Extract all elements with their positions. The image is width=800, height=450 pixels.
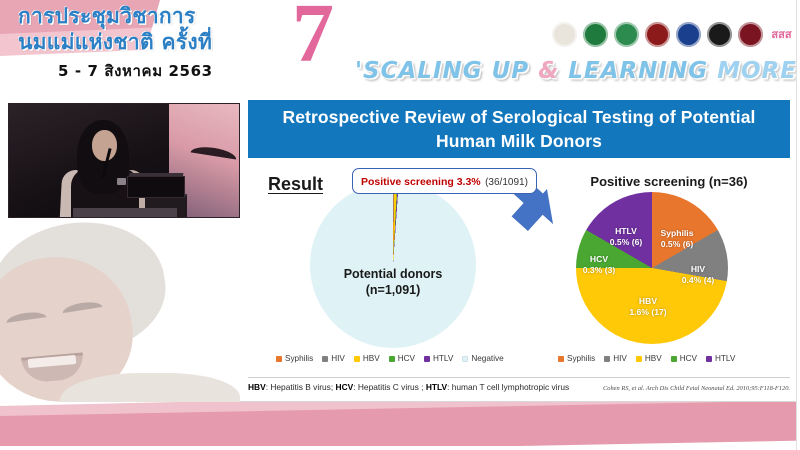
pie-slice-label-htlv: HTLV 0.5% (6) bbox=[598, 226, 654, 248]
potential-donors-center-label: Potential donors (n=1,091) bbox=[286, 266, 500, 298]
thai-title-line1: การประชุมวิชาการ bbox=[18, 4, 196, 28]
slice-hcv-value: 0.3% (3) bbox=[582, 265, 616, 275]
legend-label-htlv: HTLV bbox=[715, 354, 736, 363]
slice-syphilis-name: Syphilis bbox=[660, 228, 694, 238]
potential-donors-label-line2: (n=1,091) bbox=[365, 283, 421, 297]
conference-date: 5 - 7 สิงหาคม 2563 bbox=[58, 62, 213, 80]
sponsor-logos-row: สสส bbox=[552, 22, 794, 47]
legend-item-negative: Negative bbox=[462, 354, 504, 363]
legend-label-hbv: HBV bbox=[644, 354, 662, 363]
positive-screening-chart-title: Positive screening (n=36) bbox=[590, 174, 748, 189]
slide-footnote: HBV: Hepatitis B virus; HCV: Hepatitis C… bbox=[248, 377, 790, 392]
legend-positive-screening: Syphilis HIV HBV HCV HTLV bbox=[558, 354, 735, 363]
legend-label-hbv: HBV bbox=[362, 354, 380, 363]
pie-slice-label-hbv: HBV 1.6% (17) bbox=[616, 296, 680, 318]
royal-crest-red-logo bbox=[645, 22, 670, 47]
presentation-slide: Retrospective Review of Serological Test… bbox=[240, 96, 798, 402]
legend-item-hcv: HCV bbox=[388, 354, 416, 363]
slice-hiv-name: HIV bbox=[690, 264, 706, 274]
slice-hcv-name: HCV bbox=[589, 254, 609, 264]
legend-swatch-hiv bbox=[322, 355, 329, 362]
royal-emblem-logo bbox=[552, 22, 577, 47]
legend-swatch-htlv bbox=[424, 355, 431, 362]
positive-screening-callout: Positive screening 3.3% (36/1091) bbox=[352, 168, 537, 194]
legend-swatch-hcv bbox=[670, 355, 677, 362]
maroon-crest-logo bbox=[738, 22, 763, 47]
legend-item-htlv: HTLV bbox=[706, 354, 735, 363]
webcam-podium-base bbox=[73, 208, 177, 217]
footer-pink-band bbox=[0, 402, 800, 450]
positive-screening-pie-graphic bbox=[576, 192, 728, 344]
slice-hbv-value: 1.6% (17) bbox=[629, 307, 667, 317]
abbreviation-key: HBV: Hepatitis B virus; HCV: Hepatitis C… bbox=[248, 382, 570, 392]
webcam-laptop bbox=[127, 176, 185, 198]
conference-tagline: 'SCALING UP & LEARNING MORE' bbox=[355, 58, 800, 84]
legend-swatch-hbv bbox=[353, 355, 360, 362]
legend-item-hiv: HIV bbox=[322, 354, 345, 363]
legend-item-htlv: HTLV bbox=[424, 354, 453, 363]
legend-swatch-syphilis bbox=[276, 355, 282, 362]
thaihealth-sss-logo: สสส bbox=[769, 22, 794, 47]
legend-swatch-htlv bbox=[706, 355, 713, 362]
department-health-logo bbox=[614, 22, 639, 47]
positive-screening-pie-chart: Syphilis 0.5% (6) HIV 0.4% (4) HBV 1.6% … bbox=[576, 192, 728, 344]
tagline-part1: 'SCALING UP bbox=[355, 58, 539, 84]
legend-swatch-hbv bbox=[635, 355, 642, 362]
legend-item-hbv: HBV bbox=[353, 354, 380, 363]
legend-label-negative: Negative bbox=[471, 354, 504, 363]
pie-slice-label-hiv: HIV 0.4% (4) bbox=[672, 264, 724, 286]
webcam-speaker-face bbox=[92, 130, 117, 161]
ministry-health-logo bbox=[583, 22, 608, 47]
edition-number: 7 bbox=[292, 0, 334, 80]
slice-htlv-name: HTLV bbox=[615, 226, 637, 236]
legend-item-syphilis: Syphilis bbox=[276, 354, 313, 363]
callout-fraction: (36/1091) bbox=[485, 177, 528, 188]
pie-slice-label-syphilis: Syphilis 0.5% (6) bbox=[648, 228, 706, 250]
legend-swatch-negative bbox=[462, 355, 469, 362]
legend-swatch-hiv bbox=[604, 355, 611, 362]
potential-donors-pie-graphic bbox=[310, 182, 476, 348]
legend-swatch-hcv bbox=[388, 355, 395, 362]
conference-header-banner: การประชุมวิชาการ นมแม่แห่งชาติ ครั้งที่ … bbox=[0, 0, 800, 95]
callout-percent: Positive screening 3.3% bbox=[361, 176, 481, 188]
legend-swatch-syphilis bbox=[558, 355, 564, 362]
tagline-part3: MORE' bbox=[717, 58, 800, 84]
window-right-edge bbox=[796, 0, 800, 450]
legend-label-hcv: HCV bbox=[397, 354, 416, 363]
thai-title-line2: นมแม่แห่งชาติ ครั้งที่ bbox=[18, 30, 213, 54]
legend-label-syphilis: Syphilis bbox=[567, 354, 596, 363]
result-heading: Result bbox=[268, 174, 324, 194]
slice-hbv-name: HBV bbox=[638, 296, 658, 306]
slice-hiv-value: 0.4% (4) bbox=[681, 275, 715, 285]
pie-slice-label-hcv: HCV 0.3% (3) bbox=[574, 254, 624, 276]
black-seal-logo bbox=[707, 22, 732, 47]
tagline-ampersand: & bbox=[538, 58, 560, 84]
legend-label-syphilis: Syphilis bbox=[285, 354, 314, 363]
footer-band-base bbox=[0, 446, 800, 450]
legend-label-hiv: HIV bbox=[613, 354, 627, 363]
legend-label-hcv: HCV bbox=[679, 354, 698, 363]
legend-label-hiv: HIV bbox=[331, 354, 345, 363]
legend-item-hiv: HIV bbox=[604, 354, 627, 363]
conference-thai-title: การประชุมวิชาการ นมแม่แห่งชาติ ครั้งที่ … bbox=[18, 4, 318, 83]
citation-reference: Cohen RS, et al. Arch Dis Child Fetal Ne… bbox=[603, 385, 790, 392]
legend-potential-donors: Syphilis HIV HBV HCV HTLV Negative bbox=[276, 354, 504, 363]
slice-syphilis-value: 0.5% (6) bbox=[660, 239, 694, 249]
potential-donors-label-line1: Potential donors bbox=[343, 267, 443, 281]
slice-htlv-value: 0.5% (6) bbox=[609, 237, 643, 247]
baby-watermark-image bbox=[0, 215, 240, 410]
slide-title: Retrospective Review of Serological Test… bbox=[248, 100, 790, 158]
legend-item-hcv: HCV bbox=[670, 354, 698, 363]
legend-item-hbv: HBV bbox=[635, 354, 662, 363]
webcam-speaker-badge bbox=[117, 178, 126, 185]
royal-garuda-logo bbox=[676, 22, 701, 47]
legend-item-syphilis: Syphilis bbox=[558, 354, 595, 363]
tagline-part2: LEARNING bbox=[559, 58, 718, 84]
presenter-video-inset[interactable] bbox=[8, 103, 240, 218]
legend-label-htlv: HTLV bbox=[433, 354, 454, 363]
potential-donors-pie-chart: Potential donors (n=1,091) bbox=[286, 182, 500, 348]
